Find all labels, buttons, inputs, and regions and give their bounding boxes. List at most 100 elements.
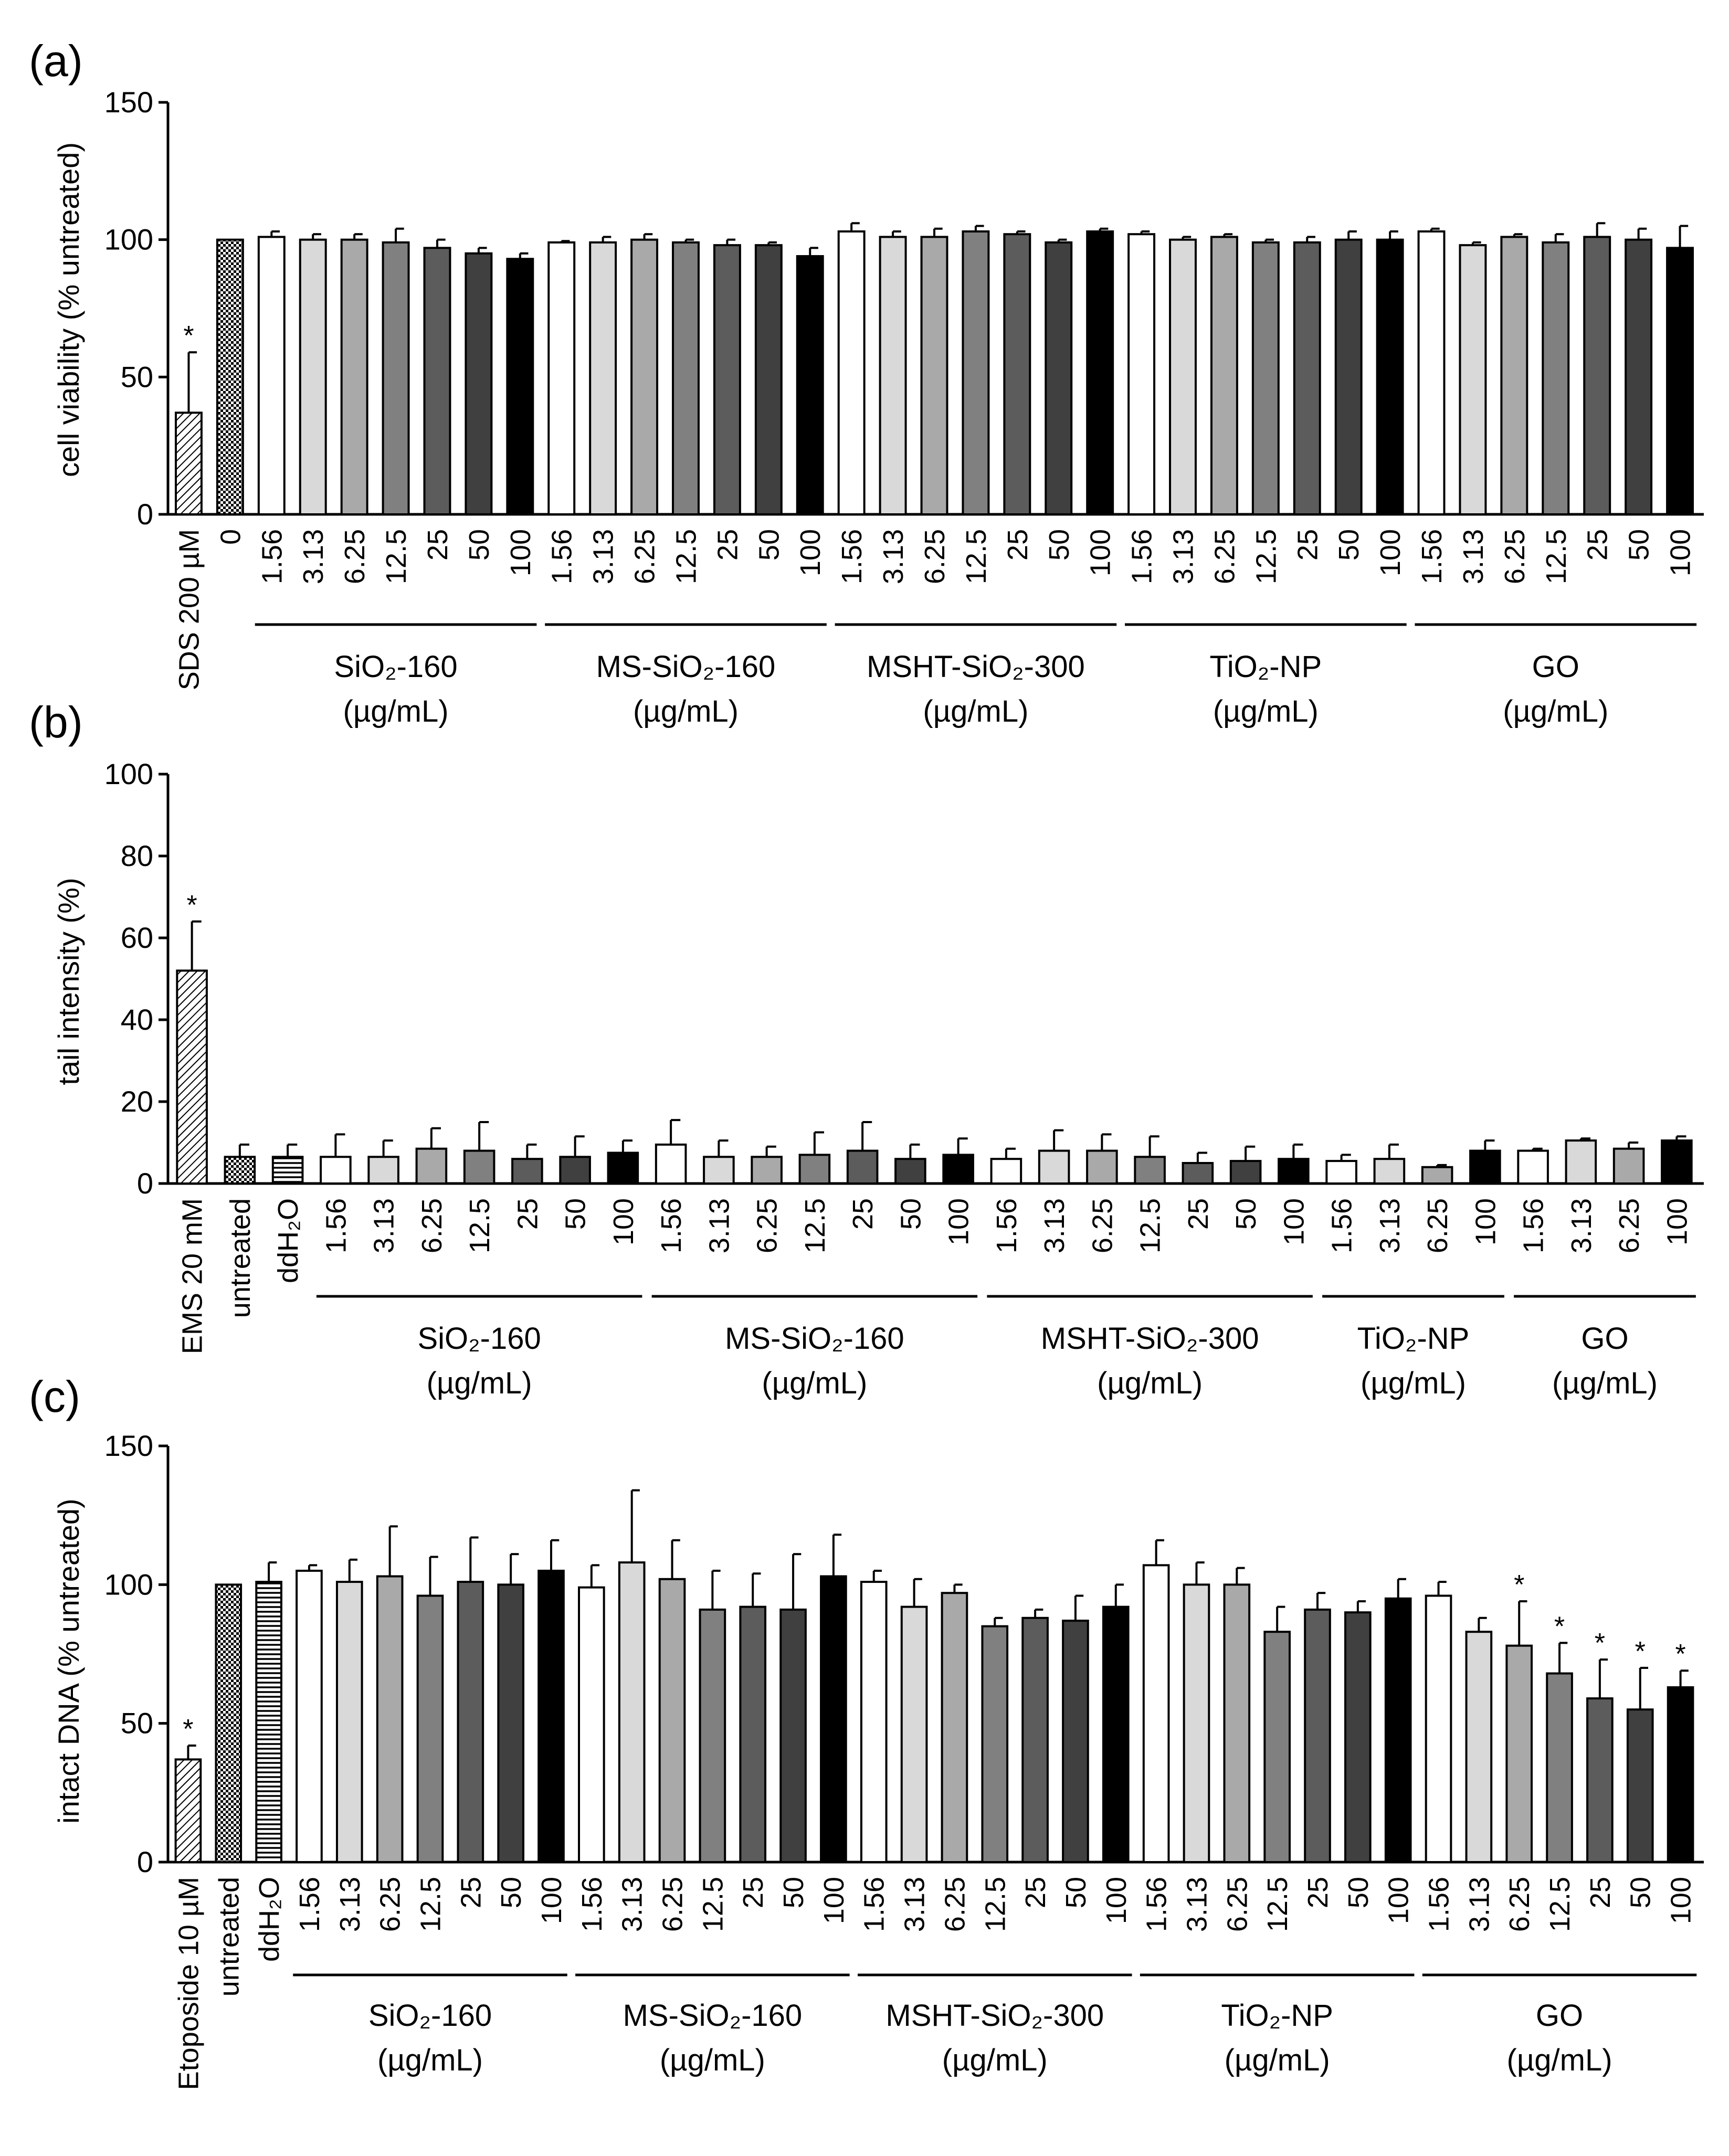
x-tick-label: 1.56 [546, 529, 578, 584]
bar [1417, 230, 1446, 515]
bar [1102, 1605, 1130, 1864]
panel-letter: (b) [29, 697, 83, 747]
bar [1086, 1149, 1118, 1185]
bar [1223, 1583, 1251, 1863]
bar [820, 1575, 847, 1864]
x-tick-label: 100 [818, 1877, 850, 1924]
bar [607, 1151, 639, 1185]
y-tick-label: 80 [121, 839, 153, 872]
bar [1038, 1149, 1070, 1185]
bar [547, 241, 576, 515]
bar [174, 1758, 202, 1863]
bar [1182, 1162, 1214, 1185]
significance-star: * [1554, 1611, 1565, 1642]
bar [497, 1583, 524, 1863]
group-name: SiO₂-160 [417, 1322, 541, 1356]
bar [174, 411, 203, 515]
x-tick-label: 6.25 [416, 1198, 448, 1253]
bar [713, 244, 741, 515]
x-tick-label: 12.5 [1262, 1877, 1293, 1932]
bar [655, 1143, 687, 1185]
group-unit: (µg/mL) [343, 694, 449, 728]
x-tick-label: 6.25 [752, 1198, 783, 1253]
bar [215, 1583, 243, 1863]
significance-star: * [1635, 1636, 1646, 1667]
group-name: MS-SiO₂-160 [596, 650, 776, 684]
significance-star: * [1595, 1628, 1605, 1658]
x-tick-label: 12.5 [1135, 1198, 1166, 1253]
bar [367, 1156, 399, 1185]
y-axis-label: cell viability (% untreated) [52, 142, 85, 477]
group-unit: (µg/mL) [1225, 2043, 1330, 2077]
y-axis-label: tail intensity (%) [52, 878, 85, 1085]
bar [630, 238, 659, 515]
x-tick-label: 3.13 [588, 529, 619, 584]
x-tick-label: 1.56 [294, 1877, 325, 1932]
bar [382, 241, 410, 515]
bar [894, 1158, 926, 1185]
bar [1459, 244, 1487, 515]
bar [1045, 241, 1073, 515]
bar [1542, 241, 1570, 515]
x-tick-label: SDS 200 µM [173, 529, 205, 690]
x-tick-label: 6.25 [657, 1877, 689, 1932]
group-name: MS-SiO₂-160 [725, 1322, 904, 1356]
group-name: GO [1581, 1322, 1628, 1356]
y-tick-label: 150 [104, 86, 153, 119]
bar [1304, 1608, 1331, 1863]
y-tick-label: 0 [137, 1845, 153, 1878]
x-tick-label: 25 [422, 529, 454, 561]
bar [920, 236, 948, 515]
bar [1334, 238, 1363, 515]
group-name: MSHT-SiO₂-300 [867, 650, 1085, 684]
plot-area: 0 50 100 150 * Etoposide 10 µM untreated ddH₂O 1… [104, 1429, 1704, 2090]
x-tick-label: 12.5 [979, 1877, 1011, 1932]
group-unit: (µg/mL) [1503, 694, 1608, 728]
bar [942, 1154, 974, 1185]
x-tick-label: Etoposide 10 µM [173, 1877, 204, 2090]
x-tick-label: 1.56 [991, 1198, 1022, 1253]
group-name: SiO₂-160 [334, 650, 457, 684]
bar [340, 238, 368, 515]
panel-a: (a) cell viability (% untreated) 0 50 100 1… [29, 36, 1704, 728]
group-unit: (µg/mL) [1213, 694, 1319, 728]
x-tick-label: 50 [495, 1877, 527, 1908]
x-tick-label: 25 [1020, 1877, 1051, 1908]
bar [1500, 236, 1528, 515]
x-tick-label: 50 [560, 1198, 592, 1230]
y-axis-label: intact DNA (% untreated) [52, 1498, 85, 1823]
bar [1505, 1644, 1533, 1863]
bar [658, 1578, 686, 1863]
bar [1263, 1631, 1291, 1864]
bar [320, 1156, 352, 1185]
bar [1229, 1160, 1262, 1185]
x-tick-label: 12.5 [1544, 1877, 1576, 1932]
y-tick-label: 100 [104, 1568, 153, 1601]
bar [1183, 1583, 1210, 1863]
x-tick-label: 25 [512, 1198, 543, 1230]
x-tick-label: 3.13 [1374, 1198, 1406, 1253]
significance-star: * [183, 321, 194, 351]
x-tick-label: 100 [536, 1877, 567, 1924]
bar [1344, 1611, 1372, 1863]
x-tick-label: 50 [895, 1198, 926, 1230]
y-tick-label: 100 [104, 757, 153, 790]
bar [1625, 238, 1653, 515]
x-tick-label: 1.56 [1518, 1198, 1549, 1253]
bar [754, 244, 783, 515]
x-tick-label: 25 [1302, 1877, 1334, 1908]
x-tick-label: 25 [455, 1877, 487, 1908]
bar [1278, 1158, 1310, 1185]
x-tick-label: 6.25 [339, 529, 371, 584]
bar [618, 1561, 646, 1864]
bar [511, 1158, 543, 1185]
bar [559, 1156, 591, 1185]
group-name: GO [1536, 1999, 1583, 2033]
group-unit: (µg/mL) [923, 694, 1028, 728]
bar [1425, 1594, 1452, 1863]
y-tick-label: 50 [121, 1707, 153, 1740]
bar [216, 238, 244, 515]
bar [537, 1569, 565, 1863]
x-tick-label: 12.5 [670, 529, 702, 584]
